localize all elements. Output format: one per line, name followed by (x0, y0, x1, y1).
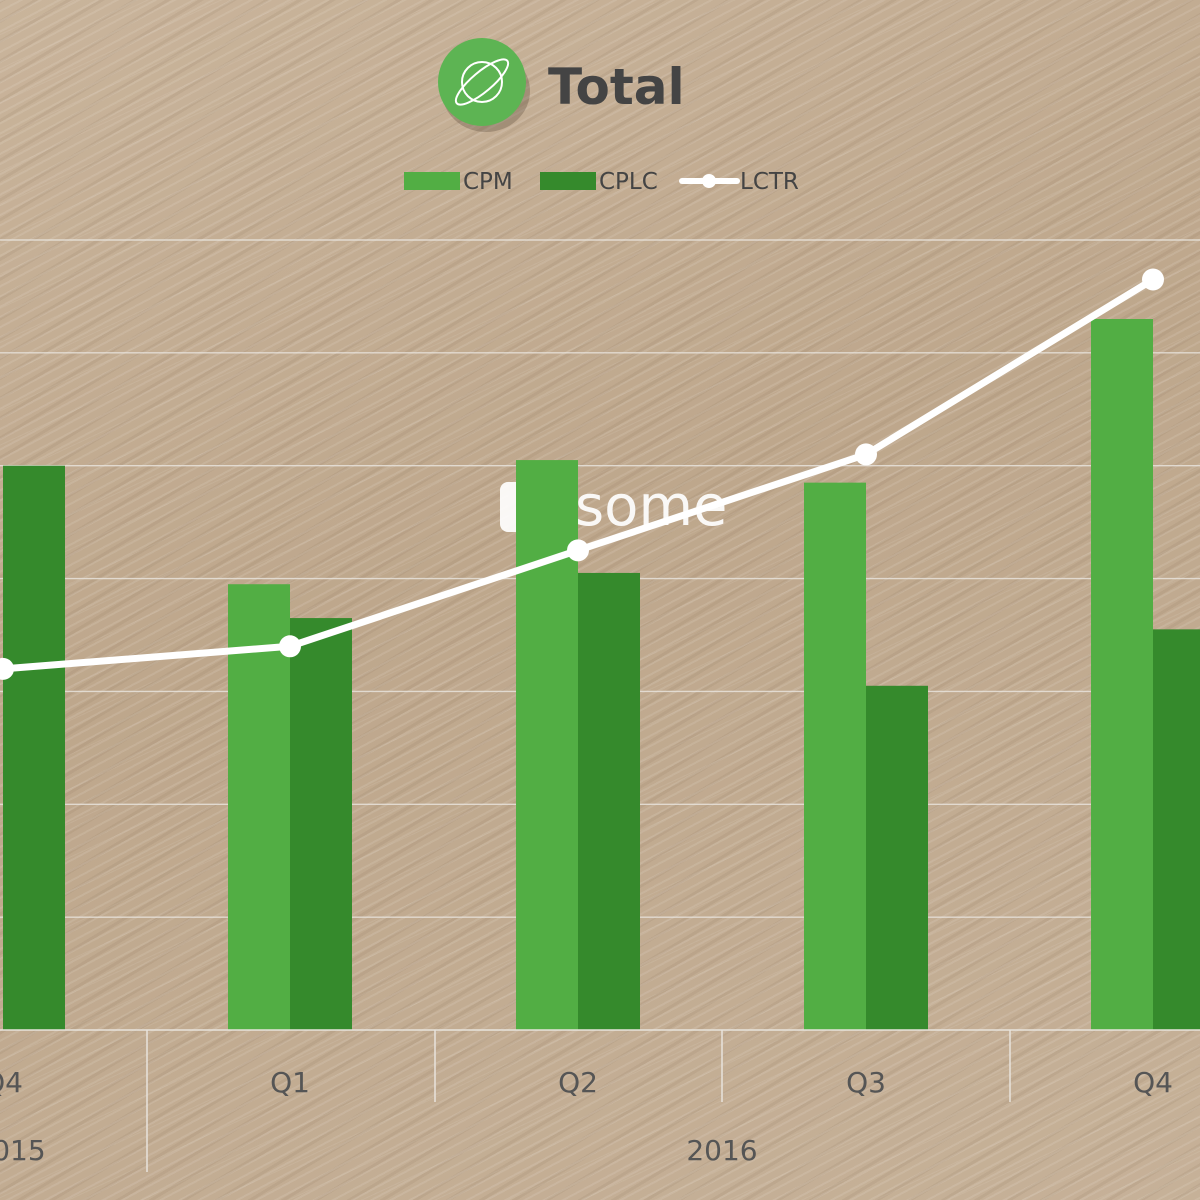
x-tick-label: Q2 (558, 1066, 598, 1099)
x-tick-label: Q1 (270, 1066, 310, 1099)
legend-swatch-cplc (540, 172, 596, 190)
chart-legend: CPM CPLC LCTR (404, 169, 799, 195)
chart-header: Total (438, 38, 685, 132)
bar-cpm (804, 482, 866, 1031)
legend-label-cplc: CPLC (599, 169, 658, 195)
bar-cplc (3, 465, 65, 1030)
planet-icon (438, 38, 526, 126)
bar-cpm (1091, 319, 1153, 1030)
year-label: 2016 (686, 1134, 757, 1167)
bar-cplc (1153, 629, 1200, 1030)
x-tick-label: Q4 (0, 1066, 23, 1099)
lctr-line (0, 268, 1164, 680)
x-axis: Q4 Q1 Q2 Q3 Q4 2015 2016 (0, 1029, 1200, 1172)
bars (3, 319, 1200, 1031)
planet-icon-glyph (454, 58, 510, 106)
bar-cplc (290, 618, 352, 1030)
legend-marker-lctr (702, 174, 716, 188)
bar-cplc (866, 685, 928, 1030)
bar-cplc (578, 572, 640, 1030)
chart-title: Total (548, 58, 685, 116)
point-lctr (1142, 268, 1164, 291)
point-lctr (855, 443, 877, 466)
year-label: 2015 (0, 1134, 46, 1167)
legend-swatch-cpm (404, 172, 460, 190)
legend-label-cpm: CPM (463, 169, 513, 195)
x-tick-label: Q3 (846, 1066, 886, 1099)
point-lctr (567, 539, 589, 562)
x-tick-label: Q4 (1133, 1066, 1173, 1099)
legend-label-lctr: LCTR (740, 169, 799, 195)
point-lctr (0, 657, 14, 680)
point-lctr (279, 635, 301, 658)
bar-cpm (228, 584, 290, 1030)
